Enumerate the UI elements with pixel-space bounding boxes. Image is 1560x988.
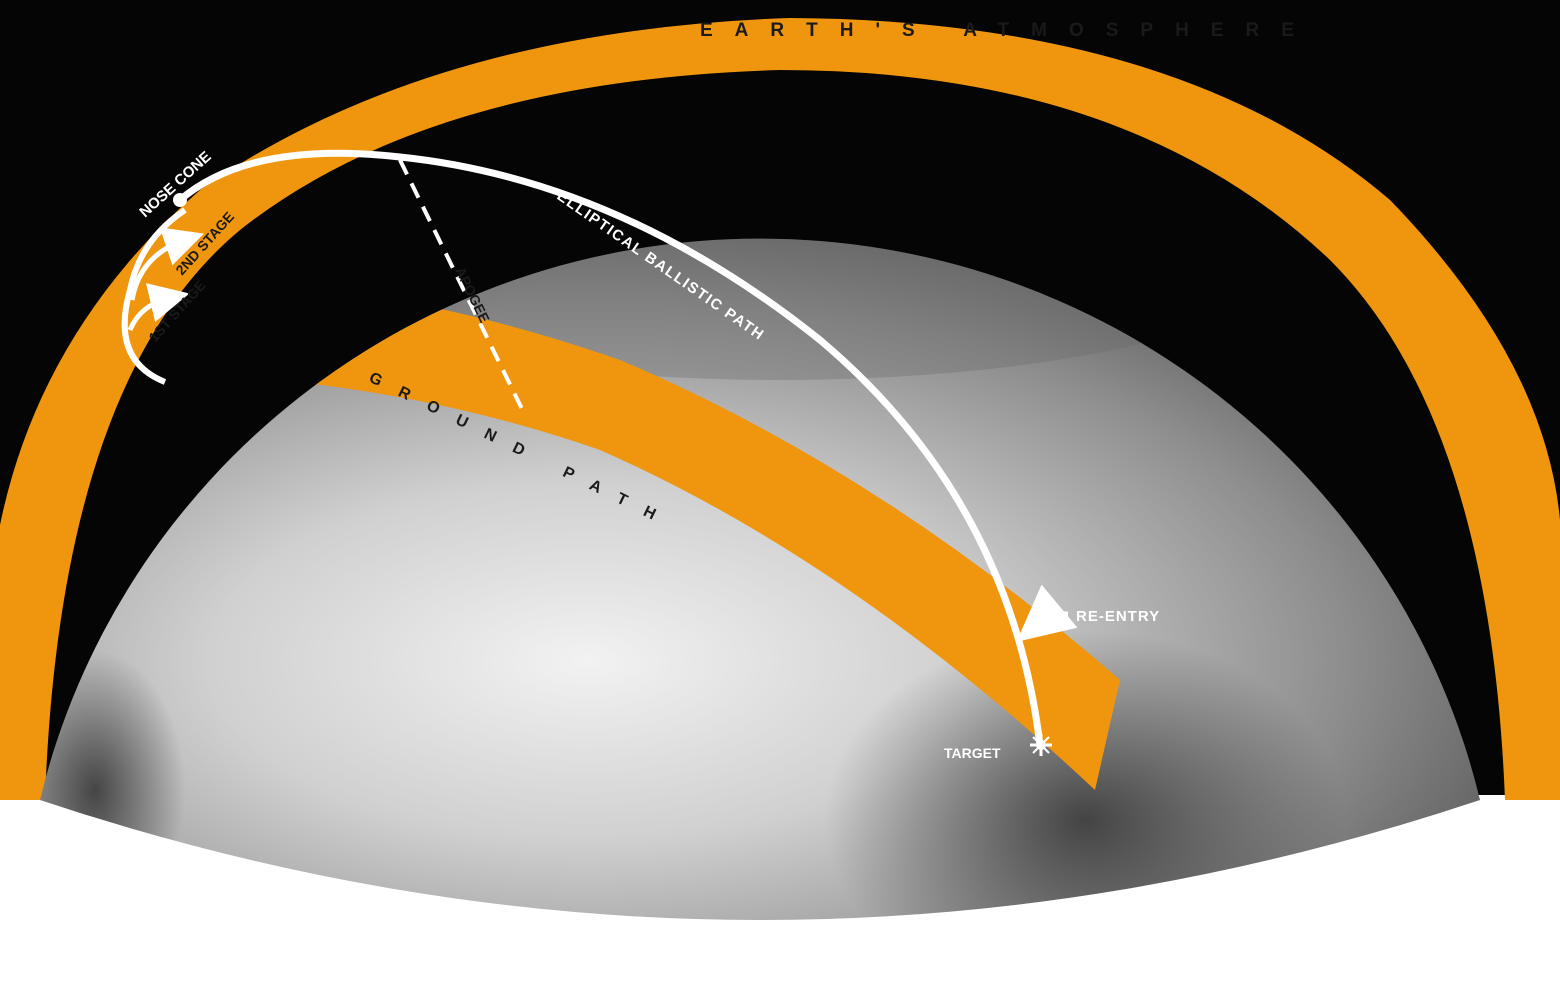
- stage-separation-arc: [127, 283, 190, 332]
- target-burst-icon: [1030, 734, 1052, 756]
- re-entry-arrow-icon: [1016, 584, 1078, 642]
- cloud-band: [260, 238, 1300, 380]
- second-stage-arc: [129, 227, 204, 301]
- atmosphere-label: EARTH'S ATMOSPHERE: [700, 20, 1316, 41]
- target-label: TARGET: [944, 745, 1001, 761]
- ballistic-trajectory: [177, 149, 1044, 746]
- apogee-line: [398, 159, 527, 416]
- nose-cone-marker: [173, 193, 187, 207]
- re-entry-label: RE-ENTRY: [1076, 608, 1160, 625]
